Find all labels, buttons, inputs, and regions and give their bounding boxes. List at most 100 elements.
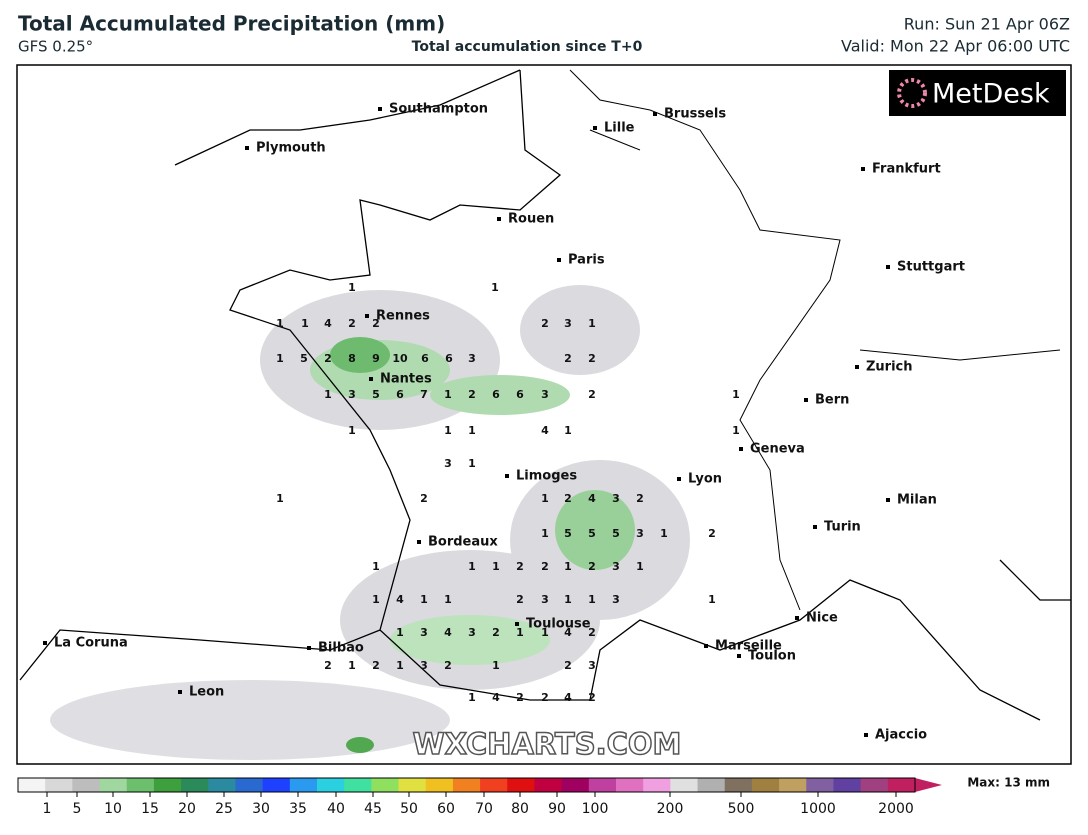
precip-value: 6 [396, 388, 404, 401]
precip-value: 1 [396, 626, 404, 639]
logo-box [889, 70, 1066, 116]
precip-value: 2 [564, 659, 572, 672]
colorbar-segment [126, 778, 155, 792]
city-marker [739, 447, 743, 451]
colorbar-segment [45, 778, 73, 792]
precip-value: 1 [468, 424, 476, 437]
precip-value: 1 [348, 424, 356, 437]
precip-value: 2 [516, 691, 524, 704]
subtitle: Total accumulation since T+0 [412, 39, 643, 55]
precip-value: 2 [492, 626, 500, 639]
precip-value: 1 [468, 457, 476, 470]
colorbar-label: 60 [437, 801, 455, 817]
city-label: Southampton [389, 102, 488, 117]
city-marker [515, 622, 519, 626]
precip-value: 2 [541, 317, 549, 330]
city-label: Rouen [508, 212, 554, 227]
city-marker [557, 258, 561, 262]
precip-value: 2 [588, 626, 596, 639]
city-label: Plymouth [256, 141, 326, 156]
precip-value: 1 [468, 560, 476, 573]
precip-value: 1 [444, 593, 452, 606]
city-label: Bern [815, 393, 849, 408]
city-label: La Coruna [54, 636, 128, 651]
precip-value: 3 [588, 659, 596, 672]
colorbar-segment [588, 778, 617, 792]
city-marker [886, 498, 890, 502]
city-label: Marseille [715, 639, 782, 654]
precip-value: 1 [588, 593, 596, 606]
borders [569, 69, 1061, 611]
city-label: Frankfurt [872, 162, 941, 177]
colorbar-segment [18, 778, 46, 792]
precip-value: 3 [541, 593, 549, 606]
colorbar-label: 100 [582, 801, 609, 817]
city-marker [178, 690, 182, 694]
colorbar-segment [181, 778, 209, 792]
precip-value: 2 [564, 352, 572, 365]
city-marker [378, 107, 382, 111]
precip-value: 3 [468, 352, 476, 365]
precip-value: 1 [492, 659, 500, 672]
colorbar-segment [480, 778, 508, 792]
precip-value: 1 [276, 352, 284, 365]
precip-value: 1 [348, 281, 356, 294]
colorbar-segment [887, 778, 916, 792]
precip-value: 5 [372, 388, 380, 401]
precip-shading [50, 285, 690, 760]
city-marker [704, 644, 708, 648]
precip-value: 1 [444, 388, 452, 401]
colorbar-label: 30 [252, 801, 270, 817]
city-label: Toulouse [526, 617, 591, 632]
city-label: Paris [568, 253, 605, 268]
precip-value: 4 [541, 424, 549, 437]
colorbar-arrow [915, 778, 942, 792]
city-marker [804, 398, 808, 402]
colorbar-label: 35 [289, 801, 307, 817]
city-label: Rennes [376, 309, 430, 324]
precip-value: 1 [564, 593, 572, 606]
city-label: Limoges [516, 469, 577, 484]
colorbar-label: 20 [178, 801, 196, 817]
precip-value: 2 [588, 560, 596, 573]
precip-value: 2 [348, 317, 356, 330]
precip-value: 5 [588, 527, 596, 540]
logo-icon [897, 78, 927, 108]
city-label: Lyon [688, 472, 722, 487]
city-marker [813, 525, 817, 529]
colorbar-segment [72, 778, 101, 792]
city-label: Bilbao [318, 641, 364, 656]
precip-value: 1 [732, 388, 740, 401]
precip-value: 3 [468, 626, 476, 639]
city-marker [861, 167, 865, 171]
precip-value: 2 [564, 492, 572, 505]
colorbar-segment [697, 778, 726, 792]
precip-value: 2 [708, 527, 716, 540]
precip-value: 1 [588, 317, 596, 330]
precip-value: 6 [492, 388, 500, 401]
precip-value: 5 [564, 527, 572, 540]
city-marker [886, 265, 890, 269]
colorbar-segment [616, 778, 644, 792]
colorbar-segment [860, 778, 889, 792]
colorbar-segment [99, 778, 128, 792]
precip-value: 1 [348, 659, 356, 672]
model: GFS 0.25° [18, 38, 93, 56]
colorbar-border [17, 777, 916, 793]
precip-value: 5 [612, 527, 620, 540]
city-label: Toulon [748, 649, 796, 664]
colorbar-label: 5 [73, 801, 82, 817]
city-marker [855, 365, 859, 369]
precip-value: 4 [564, 626, 572, 639]
colorbar-label: 2000 [878, 801, 914, 817]
precip-value: 1 [468, 691, 476, 704]
city-marker [307, 646, 311, 650]
city-label: Zurich [866, 360, 913, 375]
precip-value: 1 [564, 424, 572, 437]
city-marker [365, 314, 369, 318]
colorbar-segment [425, 778, 454, 792]
valid: Valid: Mon 22 Apr 06:00 UTC [841, 37, 1070, 56]
precip-value: 6 [516, 388, 524, 401]
city-label: Lille [604, 121, 635, 136]
